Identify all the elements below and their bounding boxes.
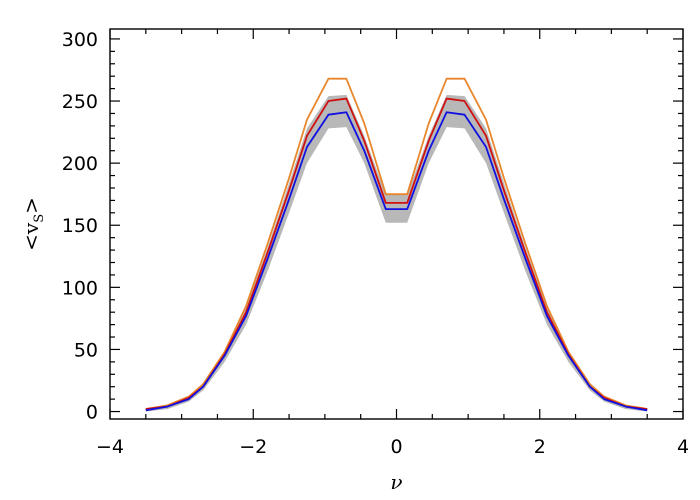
band-layer [145,94,648,412]
tick-layer [109,29,684,419]
y-axis-label-sub: S [32,214,47,223]
x-tick-label: 4 [677,436,689,458]
x-tick-label: −4 [96,436,124,458]
y-tick-label: 150 [62,215,98,237]
x-tick-label: −2 [239,436,267,458]
y-tick-label: 0 [86,402,98,424]
series-line-1 [145,77,648,410]
x-tick-label: 0 [390,436,402,458]
y-tick-label: 100 [62,277,98,299]
x-axis-label: ν [390,470,402,494]
series-line-3 [145,111,648,412]
y-tick-label: 50 [74,339,98,361]
plot-frame [109,28,684,420]
y-axis-label-main: v [19,222,43,235]
y-axis-label: <vS> [19,197,47,251]
y-tick-label: 300 [62,29,98,51]
tick-label-layer: −4 −2 0 2 4 0 50 100 150 200 250 300 [62,29,689,458]
x-tick-label: 2 [534,436,546,458]
uncertainty-band [145,94,648,412]
y-axis-label-left: < [19,234,43,251]
y-tick-label: 200 [62,153,98,175]
y-tick-label: 250 [62,91,98,113]
series-layer [145,77,648,412]
y-axis-label-right: > [19,197,43,214]
